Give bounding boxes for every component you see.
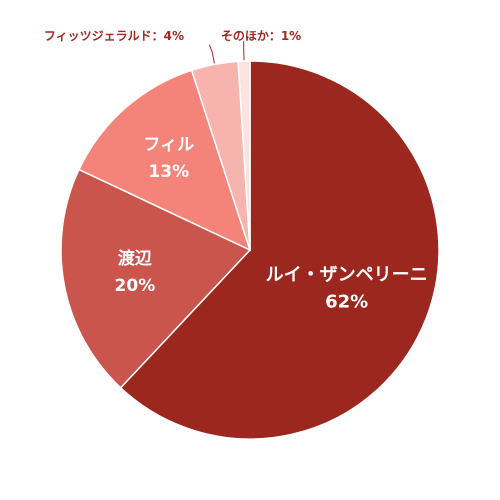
slice-percent-1: 20% [115, 276, 156, 296]
slice-percent-0: 62% [325, 291, 368, 312]
slice-label-0: ルイ・ザンペリーニ [266, 264, 428, 285]
pie-outside-labels: フィッツジェラルド：4% そのほか：1% [44, 29, 301, 64]
outside-label-3: フィッツジェラルド：4% [44, 29, 184, 43]
pie-slices [60, 60, 440, 440]
pie-slice-0 [119, 60, 440, 440]
leader-line-3 [208, 44, 215, 64]
slice-label-2: フィル [143, 135, 194, 155]
pie-inside-labels: ルイ・ザンペリーニ 62% 渡辺 20% フィル 13% [115, 135, 428, 312]
outside-label-4: そのほか：1% [221, 29, 301, 43]
slice-percent-2: 13% [148, 162, 189, 182]
slice-label-1: 渡辺 [118, 248, 152, 269]
pie-slice-4 [237, 60, 251, 251]
pie-slice-2 [77, 69, 252, 252]
pie-slice-1 [60, 168, 252, 389]
